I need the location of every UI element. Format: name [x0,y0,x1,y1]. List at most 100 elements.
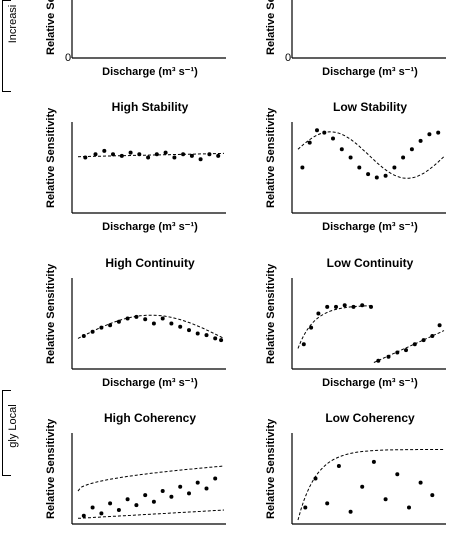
data-point [99,325,104,330]
data-point [421,338,426,343]
trend-curve [77,152,225,158]
plot-area [71,278,226,370]
data-point [395,472,400,477]
data-point [407,505,411,510]
panel-low-coherency: Low Coherency Relative Sensitivity [260,411,450,551]
data-point [204,333,209,338]
y-axis-label: Relative Sensitivity [45,0,57,55]
data-point [418,480,423,485]
data-point [169,321,174,326]
panel-title: Low Continuity [326,256,414,270]
y-axis-label: Relative Sensitivity [265,418,277,519]
data-point [322,130,327,135]
data-point [108,501,113,506]
plot-area [71,122,226,214]
data-point [93,152,98,157]
data-point [125,316,130,321]
data-point [108,323,113,328]
data-point [309,325,314,330]
data-point [83,155,88,160]
data-point [137,152,142,157]
plot-area [291,278,446,370]
data-point [81,334,86,338]
data-point [348,509,353,514]
x-axis-label: Discharge (m³ s⁻¹) [102,66,198,78]
y-axis-label: Relative Sensitivity [45,418,57,519]
data-point [219,338,224,343]
y-axis-label: Relative Sensitivity [265,107,277,208]
data-point [90,329,95,334]
data-point [195,331,200,336]
data-point [430,334,435,338]
data-point [125,497,130,502]
data-point [134,503,139,508]
data-point [412,342,417,347]
panel-high-continuity: High Continuity Relative Sensitivity Dis… [40,256,230,396]
data-point [178,324,183,329]
y-axis-label: Relative Sensitivity [265,263,277,364]
data-point [119,153,124,158]
data-point [409,147,414,152]
data-point [369,304,373,309]
data-point [178,484,183,489]
data-point [134,314,139,319]
data-point [187,328,191,333]
data-point [334,304,338,309]
panel-title: High Stability [111,100,189,114]
data-point [216,153,221,158]
data-point [395,350,400,355]
data-point [187,491,191,496]
data-point [160,489,165,493]
data-point [99,511,104,516]
x-axis-label: Discharge (m³ s⁻¹) [102,221,198,233]
data-point [143,317,148,322]
data-point [437,323,442,328]
data-point [339,147,344,152]
data-point [90,505,95,510]
data-point [163,150,168,155]
panel-low-stability: Low Stability Relative Sensitivity Disch… [260,100,450,240]
data-point [430,493,435,498]
data-point [300,165,305,170]
data-point [207,152,212,157]
data-point [357,165,362,170]
data-point [386,354,391,359]
panel-low-continuity: Low Continuity Relative Sensitivity Disc… [260,256,450,396]
x-axis-label: Discharge (m³ s⁻¹) [102,377,198,389]
y-axis-label: Relative Sensitivity [265,0,277,55]
plot-area [71,433,226,525]
data-point [418,138,423,143]
data-point [316,311,321,316]
data-point [213,476,218,481]
data-point [195,480,200,485]
data-point [383,173,388,178]
data-point [169,494,174,499]
data-point [325,501,330,506]
data-point [351,304,356,309]
x-axis-label: Discharge (m³ s⁻¹) [322,66,418,78]
data-point [360,484,365,489]
plot-area [291,433,446,525]
data-point [401,155,406,160]
panel-title: High Coherency [103,411,196,425]
trend-curve [297,131,445,179]
data-point [116,319,121,324]
data-point [181,152,186,157]
panel-high-coherency: High Coherency Relative Sensitivity [40,411,230,551]
y-axis-label: Relative Sensitivity [45,263,57,364]
panel-high-stability: High Stability Relative Sensitivity Disc… [40,100,230,240]
data-point [427,132,432,137]
y-axis-label: Relative Sensitivity [45,107,57,208]
data-point [383,497,388,502]
data-point [111,152,115,157]
data-point [128,150,133,155]
x-axis-label: Discharge (m³ s⁻¹) [322,221,418,233]
data-point [303,505,308,510]
data-point [143,493,148,498]
data-point [436,130,441,135]
data-point [392,165,397,170]
data-point [151,321,156,326]
data-point [376,358,381,363]
data-point [189,153,194,158]
data-point [307,140,312,145]
